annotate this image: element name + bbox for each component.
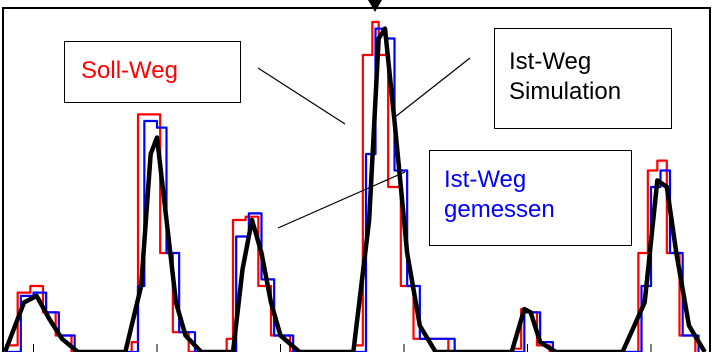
leader-line <box>257 67 346 125</box>
series-line-soll-weg <box>5 20 697 352</box>
callout-ist-weg-simulation: Ist-Weg Simulation <box>494 28 672 129</box>
callout-simulation-line1: Ist-Weg <box>509 48 592 75</box>
callout-gemessen-line1: Ist-Weg <box>444 166 527 193</box>
leader-line <box>277 171 406 229</box>
callout-soll-weg-label: Soll-Weg <box>81 57 178 84</box>
plot-frame <box>2 7 711 352</box>
callout-ist-weg-gemessen: Ist-Weg gemessen <box>429 150 632 246</box>
series-line-ist-weg-simulation <box>2 26 707 352</box>
leader-line <box>394 57 471 118</box>
arrow-marker <box>368 0 382 12</box>
series-layer <box>2 20 707 352</box>
callout-simulation-line2: Simulation <box>509 78 622 105</box>
callout-soll-weg: Soll-Weg <box>64 41 241 103</box>
callout-gemessen-line2: gemessen <box>444 196 555 223</box>
leader-lines <box>257 57 471 229</box>
tick-layer <box>33 344 652 352</box>
